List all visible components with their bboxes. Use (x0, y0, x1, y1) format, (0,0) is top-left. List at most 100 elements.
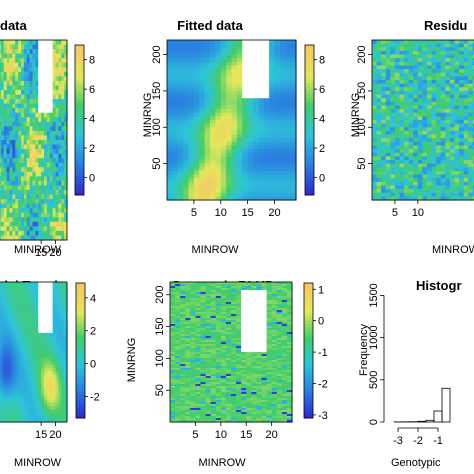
heatmap-cell (256, 284, 263, 287)
heatmap-cell (0, 135, 5, 141)
heatmap-cell (183, 47, 190, 52)
heatmap-cell (49, 326, 54, 331)
heatmap-cell (404, 109, 410, 114)
heatmap-cell (26, 282, 31, 286)
heatmap-cell (58, 301, 62, 305)
heatmap-cell (236, 94, 243, 99)
heatmap-cell (372, 145, 378, 150)
heatmap-cell (23, 301, 28, 305)
heatmap-cell (35, 307, 39, 312)
heatmap-cell (32, 285, 36, 289)
heatmap-cell (286, 286, 293, 289)
heatmap-cell (26, 44, 31, 50)
heatmap-cell (204, 174, 211, 179)
heatmap-cell (38, 313, 42, 318)
heatmap-cell (29, 364, 34, 369)
heatmap-cell (52, 418, 57, 423)
heatmap-cell (205, 300, 212, 303)
heatmap-cell (417, 120, 424, 125)
heatmap-cell (427, 54, 433, 59)
heatmap-cell (9, 126, 13, 132)
heatmap-cell (385, 170, 391, 176)
heatmap-cell (44, 304, 48, 309)
heatmap-cell (390, 58, 396, 63)
heatmap-cell (9, 380, 13, 385)
heatmap-cell (199, 152, 206, 157)
heatmap-cell (225, 286, 232, 289)
heatmap-cell (32, 320, 36, 324)
heatmap-cell (21, 149, 25, 155)
heatmap-cell (427, 134, 433, 139)
heatmap-cell (32, 153, 36, 159)
heatmap-cell (58, 377, 62, 382)
heatmap-cell (231, 76, 238, 81)
heatmap-cell (35, 171, 39, 177)
heatmap-cell (58, 117, 62, 123)
heatmap-cell (472, 189, 474, 194)
heatmap-cell (281, 320, 288, 323)
heatmap-cell (459, 149, 465, 154)
heatmap-cell (394, 58, 401, 63)
heatmap-cell (0, 412, 2, 417)
heatmap-cell (0, 355, 5, 359)
heatmap-cell (6, 390, 11, 394)
heatmap-cell (170, 288, 176, 291)
heatmap-cell (58, 235, 62, 241)
heatmap-cell (61, 199, 65, 205)
heatmap-cell (459, 72, 465, 77)
heatmap-cell (199, 134, 206, 139)
heatmap-cell (404, 98, 410, 103)
heatmap-cell (64, 364, 68, 369)
heatmap-cell (177, 87, 184, 92)
colorbar-tick-label: 8 (319, 55, 325, 67)
heatmap-cell (9, 158, 13, 164)
heatmap-cell (463, 105, 469, 110)
heatmap-cell (263, 196, 270, 201)
heatmap-cell (204, 167, 211, 172)
heatmap-cell (29, 390, 34, 394)
heatmap-cell (413, 141, 419, 147)
heatmap-cell (422, 167, 428, 172)
heatmap-cell (49, 203, 54, 209)
heatmap-cell (64, 162, 68, 168)
heatmap-cell (3, 415, 8, 420)
heatmap-cell (6, 212, 11, 218)
heatmap-cell (276, 306, 283, 309)
heatmap-cell (286, 294, 293, 297)
heatmap-cell (459, 50, 465, 56)
heatmap-cell (21, 406, 25, 410)
heatmap-cell (269, 167, 276, 172)
heatmap-cell (61, 94, 65, 100)
heatmap-cell (26, 291, 31, 296)
heatmap-cell (0, 294, 5, 299)
heatmap-cell (41, 80, 45, 87)
heatmap-cell (188, 40, 195, 45)
heatmap-cell (185, 286, 191, 289)
heatmap-cell (381, 192, 387, 197)
heatmap-cell (372, 130, 378, 136)
heatmap-cell (29, 307, 34, 312)
heatmap-cell (0, 313, 2, 318)
heatmap-cell (41, 348, 45, 353)
heatmap-cell (372, 152, 378, 157)
heatmap-cell (177, 181, 184, 187)
heatmap-cell (231, 290, 237, 293)
heatmap-cell (236, 310, 242, 313)
heatmap-cell (193, 109, 200, 114)
heatmap-cell (185, 294, 191, 297)
heatmap-cell (52, 49, 57, 55)
heatmap-cell (226, 167, 233, 172)
heatmap-cell (177, 123, 184, 128)
heatmap-cell (29, 99, 34, 105)
heatmap-cell (55, 158, 59, 164)
heatmap-cell (0, 342, 2, 347)
heatmap-cell (61, 339, 65, 344)
heatmap-cell (38, 377, 42, 382)
heatmap-cell (290, 120, 297, 125)
heatmap-cell (58, 294, 62, 299)
heatmap-cell (49, 135, 54, 141)
heatmap-cell (226, 156, 233, 161)
heatmap-cell (445, 152, 451, 157)
heatmap-cell (241, 304, 247, 307)
